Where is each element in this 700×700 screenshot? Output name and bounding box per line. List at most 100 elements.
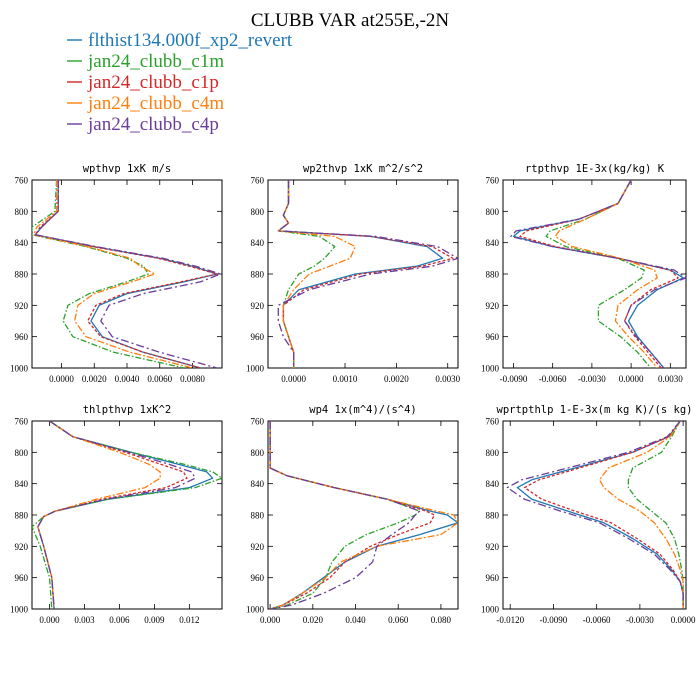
x-tick-label: 0.0030 (658, 374, 683, 384)
series-line (510, 180, 686, 368)
chart-panel: wp2thvp 1xK m^2/s^2 760 800 840 880 920 960 100… (246, 163, 461, 384)
y-tick-label: 920 (15, 542, 29, 552)
y-tick-label: 800 (251, 448, 265, 458)
legend-label: jan24_clubb_c4m (87, 93, 224, 114)
legend-label: jan24_clubb_c1m (87, 51, 224, 72)
y-tick-label: 760 (15, 417, 29, 427)
chart-panel: thlpthvp 1xK^2 760 800 840 880 920 960 1000 0.00… (10, 404, 223, 625)
x-tick-label: 0.0030 (435, 374, 460, 384)
series-line (34, 180, 222, 368)
y-tick-label: 920 (251, 542, 265, 552)
y-tick-label: 800 (15, 207, 29, 217)
x-tick-label: 0.0010 (333, 374, 358, 384)
y-tick-label: 840 (15, 479, 29, 489)
x-tick-label: -0.0060 (539, 374, 567, 384)
y-tick-label: 960 (486, 332, 500, 342)
x-tick-label: 0.0040 (115, 374, 140, 384)
series-line (269, 421, 421, 609)
chart-panel: rtpthvp 1E-3x(kg/kg) K 760 800 840 880 920 960… (481, 163, 687, 384)
y-tick-label: 920 (15, 301, 29, 311)
series-line (506, 421, 684, 609)
series-line (32, 180, 193, 368)
y-tick-label: 1000 (481, 605, 500, 615)
plot-frame (267, 179, 459, 369)
series-line (32, 180, 185, 368)
series-line (554, 180, 658, 368)
y-tick-label: 760 (486, 176, 500, 186)
plot-frame (502, 420, 687, 610)
y-tick-label: 960 (251, 573, 265, 583)
x-tick-label: -0.0030 (578, 374, 606, 384)
x-tick-label: 0.000 (260, 615, 281, 625)
x-tick-label: 0.0020 (384, 374, 409, 384)
plot-frame (31, 179, 223, 369)
x-tick-label: 0.0000 (281, 374, 306, 384)
x-tick-label: 0.009 (144, 615, 165, 625)
series-group (506, 421, 684, 609)
series-line (34, 180, 218, 368)
series-line (37, 421, 188, 609)
x-tick-label: -0.0060 (583, 615, 611, 625)
y-tick-label: 840 (251, 238, 265, 248)
series-line (277, 180, 458, 368)
x-tick-label: 0.0000 (671, 615, 696, 625)
series-line (269, 421, 458, 609)
series-line (269, 421, 458, 609)
x-tick-label: 0.0000 (619, 374, 644, 384)
series-line (37, 421, 196, 609)
series-line (516, 421, 684, 609)
series-group (277, 180, 458, 368)
series-line (277, 180, 356, 368)
series-line (519, 180, 679, 368)
legend-label: flthist134.000f_xp2_revert (88, 30, 293, 51)
x-tick-label: 0.040 (345, 615, 366, 625)
y-tick-label: 960 (15, 573, 29, 583)
series-line (269, 421, 421, 609)
legend-label: jan24_clubb_c1p (87, 72, 219, 93)
x-tick-label: 0.0000 (49, 374, 74, 384)
series-line (545, 180, 652, 368)
y-tick-label: 880 (486, 270, 500, 280)
x-tick-label: 0.000 (39, 615, 60, 625)
y-tick-label: 760 (251, 176, 265, 186)
x-tick-label: -0.0090 (540, 615, 568, 625)
panel-title: wp4 1x(m^4)/(s^4) (309, 404, 416, 416)
series-group (269, 421, 458, 609)
y-tick-label: 880 (251, 270, 265, 280)
series-line (598, 421, 684, 609)
series-line (34, 180, 218, 368)
y-tick-label: 840 (486, 238, 500, 248)
panel-title: wpthvp 1xK m/s (83, 163, 172, 175)
figure-title: CLUBB VAR at255E,-2N (251, 10, 450, 31)
legend: flthist134.000f_xp2_revertjan24_clubb_c1… (67, 30, 293, 135)
y-tick-label: 1000 (246, 364, 265, 374)
y-tick-label: 920 (251, 301, 265, 311)
x-tick-label: 0.012 (179, 615, 199, 625)
y-tick-label: 760 (486, 417, 500, 427)
y-tick-label: 920 (486, 542, 500, 552)
y-tick-label: 1000 (481, 364, 500, 374)
y-tick-label: 880 (486, 511, 500, 521)
y-tick-label: 960 (251, 332, 265, 342)
y-tick-label: 800 (15, 448, 29, 458)
series-group (32, 421, 222, 609)
x-tick-label: 0.0080 (180, 374, 205, 384)
panel-title: rtpthvp 1E-3x(kg/kg) K (525, 163, 665, 175)
y-tick-label: 1000 (10, 605, 29, 615)
legend-label: jan24_clubb_c4p (87, 114, 219, 135)
y-tick-label: 800 (486, 207, 500, 217)
panel-title: thlpthvp 1xK^2 (83, 404, 172, 416)
y-tick-label: 760 (15, 176, 29, 186)
chart-panel: wpthvp 1xK m/s 760 800 840 880 920 960 1000 0.00… (10, 163, 223, 384)
x-tick-label: -0.0090 (500, 374, 528, 384)
x-tick-label: 0.003 (74, 615, 95, 625)
x-tick-label: 0.006 (109, 615, 130, 625)
plot-frame (502, 179, 687, 369)
y-tick-label: 880 (15, 511, 29, 521)
series-line (269, 421, 436, 609)
y-tick-label: 1000 (246, 605, 265, 615)
chart-panel: wprtpthlp 1-E-3x(m kg K)/(s kg)760 800 840… (481, 404, 696, 625)
y-tick-label: 920 (486, 301, 500, 311)
x-tick-label: 0.0020 (82, 374, 107, 384)
